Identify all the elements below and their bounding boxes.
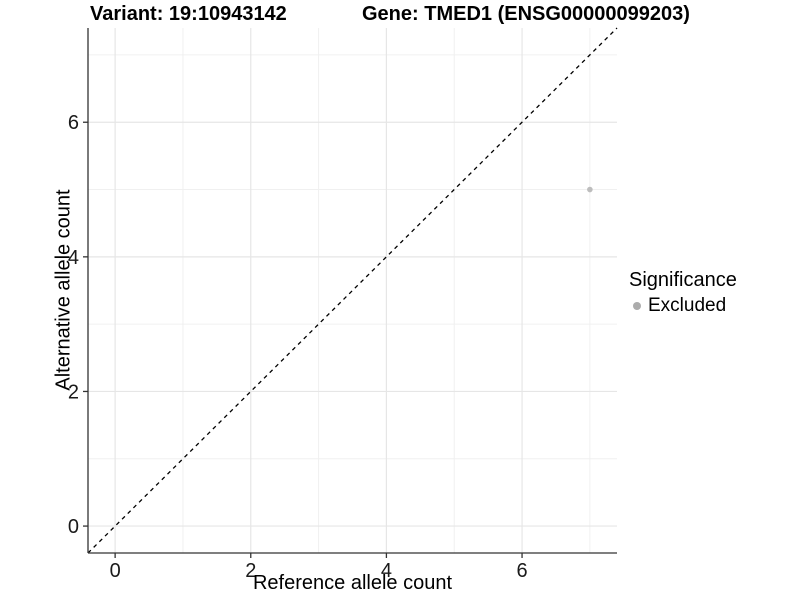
- variant-title: Variant: 19:10943142: [90, 3, 287, 25]
- x-tick-label: 4: [381, 560, 392, 582]
- y-tick-label: 6: [68, 112, 79, 134]
- x-axis-title: Reference allele count: [252, 572, 452, 594]
- y-tick-label: 4: [68, 247, 79, 269]
- y-axis-title: Alternative allele count: [52, 189, 75, 391]
- y-tick-label: 2: [68, 381, 79, 403]
- legend-title: Significance: [629, 269, 737, 291]
- y-tick-label: 0: [68, 516, 79, 538]
- legend: Significance Excluded: [629, 269, 799, 317]
- legend-item-excluded: Excluded: [629, 295, 799, 317]
- x-tick-label: 0: [110, 560, 121, 582]
- legend-item-label: Excluded: [648, 295, 727, 316]
- x-tick-label: 6: [516, 560, 527, 582]
- x-tick-label: 2: [245, 560, 256, 582]
- legend-point-icon: [633, 302, 641, 310]
- identity-dashed-line: [87, 27, 618, 554]
- gene-title: Gene: TMED1 (ENSG00000099203): [362, 3, 690, 25]
- data-point: [587, 186, 593, 193]
